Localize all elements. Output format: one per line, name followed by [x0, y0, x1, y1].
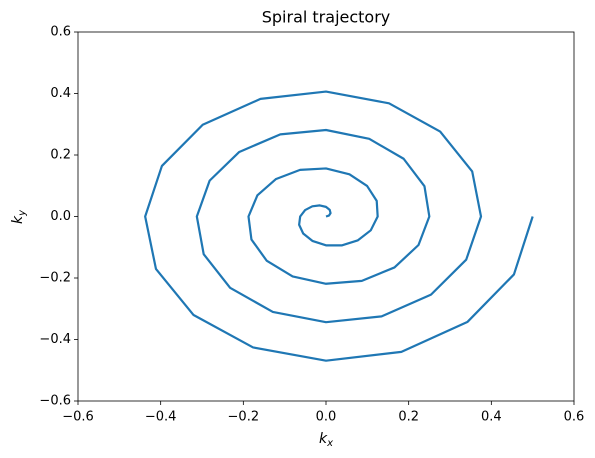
x-label-sub: x — [326, 438, 333, 449]
y-label-base: k — [10, 215, 26, 224]
y-tick-label: 0.4 — [50, 86, 71, 101]
y-tick-label: −0.4 — [39, 332, 71, 347]
y-axis-label: ky — [10, 209, 28, 224]
x-tick-label: 0.4 — [481, 410, 502, 425]
y-tick-label: 0.0 — [50, 209, 71, 224]
chart-title: Spiral trajectory — [262, 8, 391, 27]
x-label-base: k — [319, 431, 328, 447]
x-tick-label: 0.2 — [398, 410, 419, 425]
x-axis-label: kx — [319, 431, 333, 449]
y-tick-label: 0.6 — [50, 25, 71, 40]
x-tick-label: −0.4 — [145, 410, 177, 425]
plot-frame — [77, 31, 575, 402]
y-label-sub: y — [17, 209, 28, 217]
x-tick-label: −0.2 — [228, 410, 260, 425]
y-tick-label: −0.2 — [39, 271, 71, 286]
y-tick-label: −0.6 — [39, 394, 71, 409]
spiral-line — [144, 90, 534, 362]
x-tick-label: 0.0 — [316, 410, 337, 425]
x-tick-label: −0.6 — [62, 410, 94, 425]
x-tick-label: 0.6 — [564, 410, 585, 425]
y-tick-label: 0.2 — [50, 148, 71, 163]
